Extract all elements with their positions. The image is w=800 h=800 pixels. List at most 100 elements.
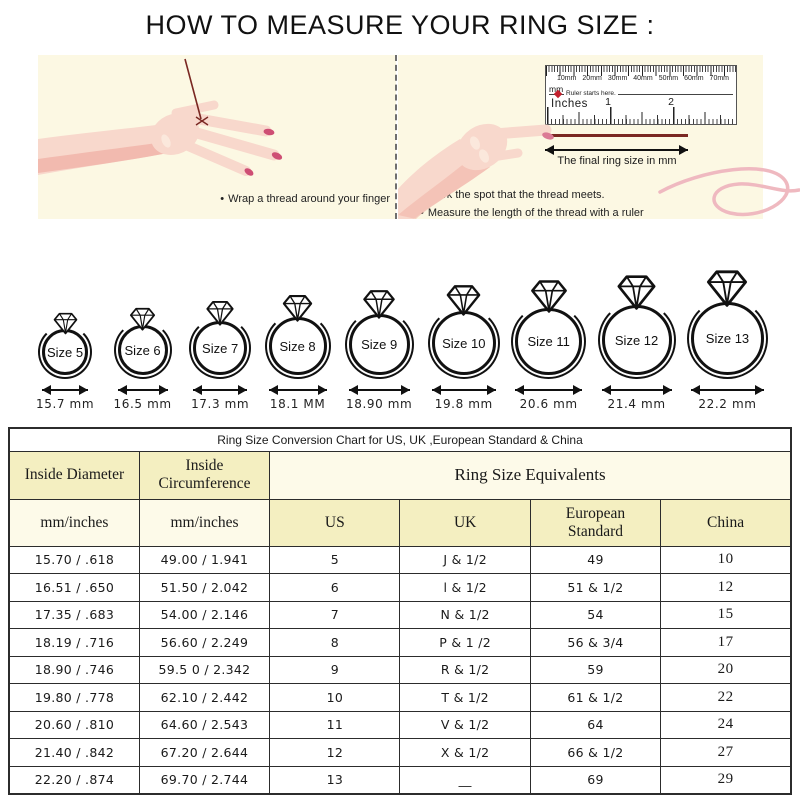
inch-number: 1 xyxy=(605,96,611,108)
diameter-arrow xyxy=(117,385,168,395)
cell-us: 5 xyxy=(269,545,401,574)
diameter-arrow xyxy=(431,385,496,395)
diameter-arrow xyxy=(42,385,89,395)
table-row: 19.80 / .778 62.10 / 2.442 10 T & 1/2 61… xyxy=(8,683,792,712)
ring-size-label: Size 5 xyxy=(46,344,84,360)
ring-band: Size 5 xyxy=(38,325,93,379)
diamond-icon xyxy=(282,295,313,322)
cell-inside-circumference: 54.00 / 2.146 xyxy=(138,600,271,629)
cell-inside-diameter: 21.40 / .842 xyxy=(8,738,140,767)
cell-inside-circumference: 64.60 / 2.543 xyxy=(138,710,271,739)
ruler: 10mm 20mm 30mm 40mm 50mm 60mm 70mm mm Ru… xyxy=(545,65,737,125)
cell-china: 10 xyxy=(660,545,792,574)
panel-divider xyxy=(395,55,397,219)
ring-size-label: Size 7 xyxy=(202,340,239,356)
mm-label: 20mm xyxy=(582,75,602,82)
diameter-arrow xyxy=(690,385,764,395)
ring-size-label: Size 11 xyxy=(527,334,570,349)
cell-us: 6 xyxy=(269,573,401,602)
ring-band: Size 6 xyxy=(113,321,172,379)
ring-band: Size 9 xyxy=(344,310,414,379)
diamond-icon xyxy=(53,312,77,335)
cell-china: 29 xyxy=(660,765,792,794)
instruction-text: Mark the spot that the thread meets. xyxy=(427,189,605,201)
ring-band: Size 10 xyxy=(427,307,500,379)
diameter-arrow xyxy=(193,385,248,395)
cell-inside-diameter: 18.19 / .716 xyxy=(8,628,140,657)
instruction-bullet: • Wrap a thread around your finger xyxy=(220,193,390,205)
cell-inside-diameter: 19.80 / .778 xyxy=(8,683,140,712)
measured-thread xyxy=(545,134,688,137)
diameter-arrow xyxy=(601,385,672,395)
inch-number: 2 xyxy=(668,96,674,108)
final-size-label: The final ring size in mm xyxy=(557,155,677,167)
ring-size-label: Size 8 xyxy=(279,338,316,354)
diameter-arrow xyxy=(348,385,410,395)
diamond-icon xyxy=(363,290,395,319)
cell-inside-circumference: 59.5 0 / 2.342 xyxy=(138,655,271,684)
cell-inside-diameter: 15.70 / .618 xyxy=(8,545,140,574)
ring-size-label: Size 13 xyxy=(705,331,750,346)
diameter-arrow xyxy=(515,385,583,395)
instruction-panels: • Wrap a thread around your finger 10mm xyxy=(0,55,800,219)
diamond-icon xyxy=(130,307,156,331)
cell-european: 49 xyxy=(529,545,662,574)
cell-uk: R & 1/2 xyxy=(399,655,531,684)
mm-label: 40mm xyxy=(633,75,653,82)
table-row: 18.90 / .746 59.5 0 / 2.342 9 R & 1/2 59… xyxy=(8,655,792,684)
ring-diameter-value: 18.90 mm xyxy=(346,397,413,411)
cell-inside-circumference: 49.00 / 1.941 xyxy=(138,545,271,574)
ring-diameter-value: 16.5 mm xyxy=(113,397,172,411)
cell-china: 17 xyxy=(660,628,792,657)
cell-us: 13 xyxy=(269,765,401,794)
ring-diameter-value: 22.2 mm xyxy=(698,397,757,411)
ring-diameter-value: 19.8 mm xyxy=(434,397,493,411)
ruler-start-line xyxy=(549,94,733,95)
ring-diameter-value: 18.1 MM xyxy=(269,397,326,411)
instruction-text: Measure the length of the thread with a … xyxy=(427,207,644,219)
cell-european: 64 xyxy=(529,710,662,739)
cell-inside-diameter: 16.51 / .650 xyxy=(8,573,140,602)
cell-inside-diameter: 17.35 / .683 xyxy=(8,600,140,629)
conversion-table-section: Ring Size Conversion Chart for US, UK ,E… xyxy=(8,427,792,795)
ring-size-label: Size 9 xyxy=(361,337,398,352)
diamond-icon xyxy=(206,301,234,327)
table-row: 21.40 / .842 67.20 / 2.644 12 X & 1/2 66… xyxy=(8,738,792,767)
cell-inside-circumference: 51.50 / 2.042 xyxy=(138,573,271,602)
cell-uk: __ xyxy=(399,765,531,794)
cell-inside-circumference: 69.70 / 2.744 xyxy=(138,765,271,794)
pointing-hand-illustration xyxy=(398,123,554,219)
ring-size-label: Size 6 xyxy=(124,342,161,358)
cell-china: 12 xyxy=(660,573,792,602)
cell-us: 12 xyxy=(269,738,401,767)
cell-european: 56 & 3/4 xyxy=(529,628,662,657)
cell-uk: X & 1/2 xyxy=(399,738,531,767)
cell-china: 20 xyxy=(660,655,792,684)
mm-label: 50mm xyxy=(658,75,679,82)
mm-label: 60mm xyxy=(684,75,704,82)
header-ring-size-equivalents: Ring Size Equivalents xyxy=(269,450,792,500)
final-size-arrow xyxy=(545,145,688,155)
thread-curl-illustration xyxy=(658,167,800,217)
ring-size-item: Size 9 18.90 mm xyxy=(344,289,414,411)
ring-band: Size 11 xyxy=(511,304,587,379)
ring-band: Size 7 xyxy=(189,317,252,379)
table-row: 16.51 / .650 51.50 / 2.042 6 l & 1/2 51 … xyxy=(8,573,792,602)
ring-size-item: Size 5 15.7 mm xyxy=(36,312,94,411)
panel-measure-ruler: 10mm 20mm 30mm 40mm 50mm 60mm 70mm mm Ru… xyxy=(398,55,763,219)
ring-diameter-value: 20.6 mm xyxy=(519,397,578,411)
subheader-uk: UK xyxy=(399,498,531,547)
table-row: 20.60 / .810 64.60 / 2.543 11 V & 1/2 64… xyxy=(8,710,792,739)
cell-inside-circumference: 56.60 / 2.249 xyxy=(138,628,271,657)
ruler-mm-ticks xyxy=(546,66,736,77)
cell-european: 61 & 1/2 xyxy=(529,683,662,712)
cell-european: 66 & 1/2 xyxy=(529,738,662,767)
cell-inside-circumference: 62.10 / 2.442 xyxy=(138,683,271,712)
diamond-icon xyxy=(617,275,656,310)
subheader-european-standard: European Standard xyxy=(529,498,662,547)
table-row: 22.20 / .874 69.70 / 2.744 13 __ 69 29 xyxy=(8,765,792,794)
cell-uk: P & 1 /2 xyxy=(399,628,531,657)
diamond-icon xyxy=(530,280,567,313)
ring-band: Size 12 xyxy=(597,301,676,379)
